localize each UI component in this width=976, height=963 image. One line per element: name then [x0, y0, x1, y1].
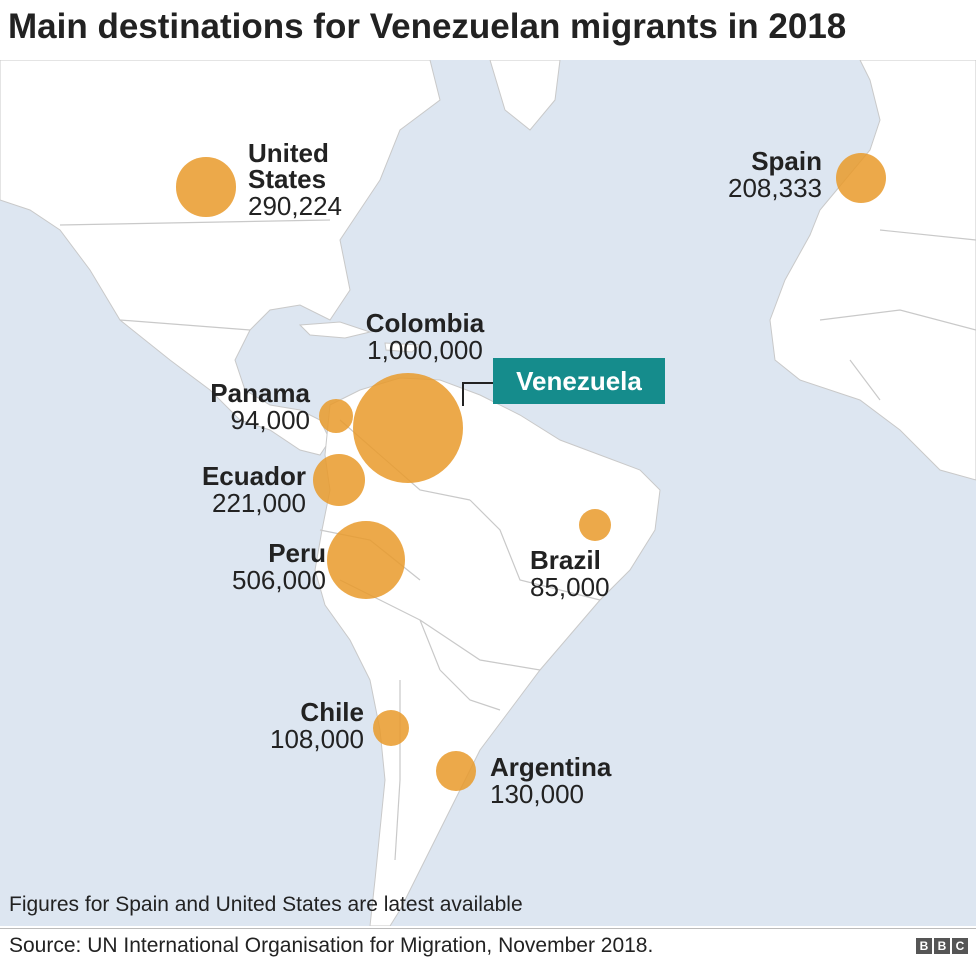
label-colombia-value: 1,000,000	[367, 335, 483, 365]
label-brazil-value: 85,000	[530, 572, 610, 602]
label-peru-name: Peru	[268, 538, 326, 568]
bbc-logo-letter: C	[952, 938, 968, 954]
label-argentina-value: 130,000	[490, 779, 584, 809]
north-america-landmass	[0, 60, 441, 456]
map-area: United States 290,224 Spain 208,333 Colo…	[0, 60, 976, 926]
basemap	[0, 60, 976, 926]
label-colombia-name: Colombia	[365, 308, 485, 338]
bubble-panama	[319, 399, 353, 433]
venezuela-leader-line	[462, 382, 493, 406]
footnote: Figures for Spain and United States are …	[9, 893, 523, 916]
label-panama: Panama 94,000	[190, 380, 310, 434]
label-argentina: Argentina 130,000	[490, 754, 611, 808]
label-argentina-name: Argentina	[490, 752, 612, 782]
label-chile: Chile 108,000	[240, 699, 364, 753]
bubble-ecuador	[313, 454, 365, 506]
bubble-spain	[835, 152, 887, 204]
label-spain-value: 208,333	[728, 173, 822, 203]
label-peru: Peru 506,000	[200, 540, 326, 594]
source-line: Source: UN International Organisation fo…	[9, 934, 654, 957]
label-brazil-name: Brazil	[530, 545, 601, 575]
bubble-argentina	[436, 751, 476, 791]
bubble-united-states	[176, 157, 236, 217]
label-peru-value: 506,000	[232, 565, 326, 595]
label-united-states-name-line2: States	[248, 164, 327, 194]
footer-divider	[0, 928, 976, 929]
bbc-logo-letter: B	[916, 938, 932, 954]
label-united-states-value: 290,224	[248, 191, 342, 221]
label-colombia: Colombia 1,000,000	[352, 310, 498, 364]
bubble-chile	[372, 709, 410, 747]
label-ecuador-name: Ecuador	[201, 461, 306, 491]
label-brazil: Brazil 85,000	[530, 547, 610, 601]
label-ecuador: Ecuador 221,000	[180, 463, 306, 517]
label-united-states: United States 290,224	[248, 140, 342, 220]
map-title: Main destinations for Venezuelan migrant…	[8, 7, 847, 46]
label-chile-value: 108,000	[270, 724, 364, 754]
label-chile-name: Chile	[300, 697, 364, 727]
bbc-logo-letter: B	[934, 938, 950, 954]
europe-africa-landmass	[769, 60, 976, 481]
bubble-peru	[326, 520, 406, 600]
label-spain: Spain 208,333	[706, 148, 822, 202]
label-spain-name: Spain	[751, 146, 822, 176]
label-panama-value: 94,000	[230, 405, 310, 435]
bubble-brazil	[578, 508, 612, 542]
bubble-colombia	[353, 373, 463, 483]
greenland-landmass	[489, 60, 561, 131]
label-united-states-name-line1: United	[248, 138, 329, 168]
caribbean-islands	[298, 321, 422, 353]
bbc-logo: B B C	[916, 938, 968, 954]
venezuela-label: Venezuela	[493, 358, 665, 404]
label-panama-name: Panama	[210, 378, 310, 408]
label-ecuador-value: 221,000	[212, 488, 306, 518]
